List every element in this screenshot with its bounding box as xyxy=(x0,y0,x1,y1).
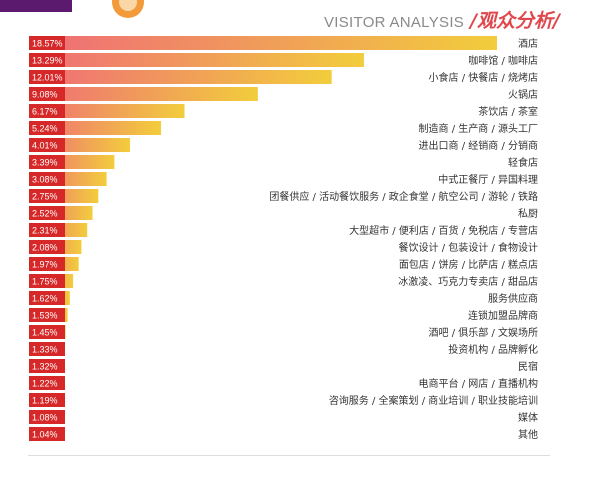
value-label-21: 1.19% xyxy=(32,396,58,406)
value-label-10: 2.52% xyxy=(32,209,58,219)
value-label-17: 1.45% xyxy=(32,328,58,338)
category-label-6: 进出口商 / 经销商 / 分销商 xyxy=(419,139,538,152)
value-box-3 xyxy=(29,87,65,101)
category-label-20: 电商平台 / 网店 / 直播机构 xyxy=(419,377,538,390)
value-box-16 xyxy=(29,308,65,322)
value-box-15 xyxy=(29,291,65,305)
value-label-4: 6.17% xyxy=(32,107,58,117)
value-box-22 xyxy=(29,410,65,424)
value-label-5: 5.24% xyxy=(32,124,58,134)
value-box-20 xyxy=(29,376,65,390)
category-label-8: 中式正餐厅 / 异国料理 xyxy=(438,173,538,186)
value-label-23: 1.04% xyxy=(32,430,58,440)
category-label-0: 酒店 xyxy=(518,37,538,50)
value-box-7 xyxy=(29,155,65,169)
category-label-12: 餐饮设计 / 包装设计 / 食物设计 xyxy=(399,241,538,254)
value-box-13 xyxy=(29,257,65,271)
value-label-7: 3.39% xyxy=(32,158,58,168)
category-label-23: 其他 xyxy=(518,428,538,441)
title-english: VISITOR ANALYSIS xyxy=(323,14,465,31)
category-label-10: 私厨 xyxy=(518,208,538,220)
value-box-6 xyxy=(29,138,65,152)
deco-inner-circle xyxy=(119,0,137,11)
chart-divider xyxy=(28,455,550,456)
value-box-9 xyxy=(29,189,65,203)
value-box-17 xyxy=(29,325,65,339)
category-label-14: 冰激凌、巧克力专卖店 / 甜品店 xyxy=(398,275,538,288)
category-label-5: 制造商 / 生产商 / 源头工厂 xyxy=(419,122,538,135)
value-label-2: 12.01% xyxy=(32,73,63,83)
value-label-11: 2.31% xyxy=(32,226,58,236)
category-label-2: 小食店 / 快餐店 / 烧烤店 xyxy=(429,71,538,84)
value-label-3: 9.08% xyxy=(32,90,58,100)
category-label-4: 茶饮店 / 茶室 xyxy=(478,105,538,118)
value-box-23 xyxy=(29,427,65,441)
category-label-16: 连锁加盟品牌商 xyxy=(468,309,538,322)
value-box-1 xyxy=(29,53,65,67)
value-label-15: 1.62% xyxy=(32,294,58,304)
value-label-18: 1.33% xyxy=(32,345,58,355)
value-label-19: 1.32% xyxy=(32,362,58,372)
value-label-1: 13.29% xyxy=(32,56,63,66)
value-box-2 xyxy=(29,70,65,84)
value-box-5 xyxy=(29,121,65,135)
value-label-13: 1.97% xyxy=(32,260,58,270)
value-label-6: 4.01% xyxy=(32,141,58,151)
bar-1 xyxy=(29,53,364,67)
value-label-8: 3.08% xyxy=(32,175,58,185)
bar-4 xyxy=(29,104,185,118)
value-box-21 xyxy=(29,393,65,407)
value-box-0 xyxy=(29,36,65,50)
value-label-0: 18.57% xyxy=(32,39,63,49)
category-label-13: 面包店 / 饼房 / 比萨店 / 糕点店 xyxy=(399,258,538,271)
category-label-15: 服务供应商 xyxy=(488,292,538,305)
value-label-20: 1.22% xyxy=(32,379,58,389)
value-box-8 xyxy=(29,172,65,186)
chart-header: VISITOR ANALYSIS /观众分析/ xyxy=(324,6,560,33)
value-box-19 xyxy=(29,359,65,373)
value-label-22: 1.08% xyxy=(32,413,58,423)
bar-0 xyxy=(29,36,497,50)
value-box-14 xyxy=(29,274,65,288)
category-label-1: 咖啡馆 / 咖啡店 xyxy=(468,54,538,67)
value-label-12: 2.08% xyxy=(32,243,58,253)
category-label-3: 火锅店 xyxy=(508,88,538,101)
value-box-12 xyxy=(29,240,65,254)
value-box-4 xyxy=(29,104,65,118)
decorative-graphic xyxy=(0,0,144,18)
category-label-7: 轻食店 xyxy=(508,156,538,169)
category-label-19: 民宿 xyxy=(518,360,538,373)
value-label-14: 1.75% xyxy=(32,277,58,287)
value-box-11 xyxy=(29,223,65,237)
category-label-11: 大型超市 / 便利店 / 百货 / 免税店 / 专营店 xyxy=(349,224,538,237)
category-label-18: 投资机构 / 品牌孵化 xyxy=(448,343,538,356)
value-box-10 xyxy=(29,206,65,220)
deco-dark-band xyxy=(0,0,72,12)
bar-2 xyxy=(29,70,332,84)
title-chinese: /观众分析/ xyxy=(470,10,560,32)
value-label-16: 1.53% xyxy=(32,311,58,321)
category-label-21: 咨询服务 / 全案策划 / 商业培训 / 职业技能培训 xyxy=(329,394,538,407)
category-label-17: 酒吧 / 俱乐部 / 文娱场所 xyxy=(429,326,538,339)
value-box-18 xyxy=(29,342,65,356)
category-label-9: 团餐供应 / 活动餐饮服务 / 政企食堂 / 航空公司 / 游轮 / 铁路 xyxy=(269,190,538,203)
bar-3 xyxy=(29,87,258,101)
value-label-9: 2.75% xyxy=(32,192,58,202)
category-label-22: 媒体 xyxy=(518,412,538,424)
